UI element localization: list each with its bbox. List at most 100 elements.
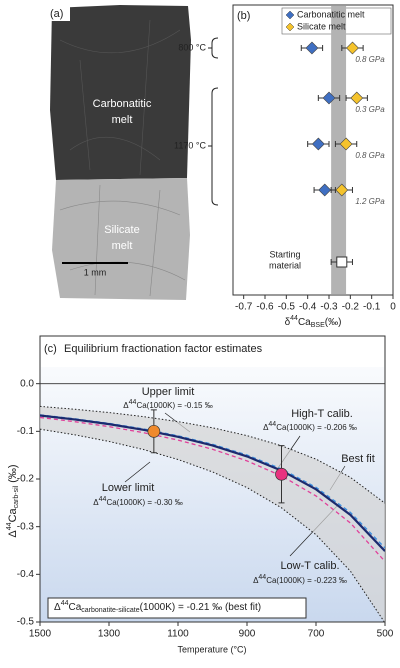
- x-axis-title: Temperature (°C): [177, 644, 246, 654]
- text-part: 44: [290, 315, 298, 322]
- text-part: (1000K) = -0.21 ‰ (best fit): [140, 602, 261, 613]
- data-point: [346, 41, 359, 55]
- y-tick-label: -0.5: [17, 617, 35, 628]
- data-point: [147, 424, 161, 438]
- text-part: Δ: [123, 401, 129, 410]
- data-point: [339, 137, 353, 151]
- pressure-label: 0.3 GPa: [355, 105, 385, 114]
- chart-title: Equilibrium fractionation factor estimat…: [64, 343, 263, 355]
- data-point: [275, 467, 288, 481]
- text-part: (‰): [7, 464, 19, 485]
- x-tick-label: 1500: [29, 629, 52, 640]
- legend-marker: [285, 10, 295, 20]
- panel-label: (c): [44, 343, 57, 355]
- group-label: 800 °C: [178, 42, 206, 52]
- curve: [40, 416, 385, 562]
- text-part: 44: [6, 522, 13, 530]
- series-label: Lower limit: [102, 482, 155, 494]
- text-part: carbonatite-silicate: [81, 607, 139, 614]
- text-part: Ca: [7, 507, 19, 522]
- text-part: δ: [285, 317, 291, 328]
- plot-area: [40, 405, 385, 622]
- series-note: Δ44Ca(1000K) = -0.30 ‰: [93, 496, 182, 507]
- text-part: (‰): [325, 317, 342, 328]
- melt-label: melt: [112, 240, 133, 252]
- legend-marker: [285, 22, 295, 32]
- scale-label: 1 mm: [84, 267, 107, 277]
- data-point: [305, 41, 319, 55]
- text-part: BSE: [311, 322, 325, 329]
- series-label: High-T calib.: [291, 408, 353, 420]
- panel-label: (a): [50, 8, 63, 20]
- x-tick-label: -0.6: [256, 302, 274, 313]
- series-label: Upper limit: [142, 386, 195, 398]
- x-axis-title: δ44CaBSE(‰): [285, 315, 342, 329]
- sample-image: [50, 5, 191, 300]
- data-point: [335, 183, 349, 197]
- curve: [40, 428, 385, 622]
- text-part: Δ: [54, 602, 61, 613]
- reference-label: Starting: [269, 249, 300, 259]
- text-part: 44: [61, 600, 69, 607]
- series-note: Δ44Ca(1000K) = -0.206 ‰: [263, 421, 357, 432]
- brace: [208, 37, 219, 59]
- x-tick-label: -0.1: [363, 302, 381, 313]
- y-tick-label: -0.3: [17, 521, 35, 532]
- series-label: Low-T calib.: [280, 560, 339, 572]
- data-point: [336, 256, 348, 268]
- panel-label: (b): [237, 10, 250, 22]
- y-tick-label: 0.0: [20, 378, 34, 389]
- x-tick-label: 900: [239, 629, 256, 640]
- text-part: 44: [268, 421, 276, 428]
- x-tick-label: -0.2: [342, 302, 360, 313]
- text-part: Ca: [68, 602, 81, 613]
- text-part: Δ: [263, 423, 269, 432]
- y-tick-label: -0.1: [17, 426, 35, 437]
- curve: [40, 405, 385, 504]
- series-note: Δ44Ca(1000K) = -0.223 ‰: [253, 574, 347, 585]
- y-tick-label: -0.4: [17, 569, 35, 580]
- label-bg: [48, 6, 70, 21]
- text-part: Ca(1000K) = -0.30 ‰: [106, 498, 182, 507]
- x-tick-label: 0: [390, 302, 396, 313]
- text-part: Δ: [7, 530, 19, 538]
- x-tick-label: 500: [377, 629, 394, 640]
- x-tick-label: -0.7: [235, 302, 253, 313]
- series-label: Best fit: [341, 453, 375, 465]
- x-tick-label: -0.5: [278, 302, 296, 313]
- x-tick-label: -0.3: [320, 302, 338, 313]
- y-axis-title: Δ44Cacarb-sil (‰): [6, 464, 20, 537]
- data-point: [318, 183, 332, 197]
- text-part: Ca(1000K) = -0.223 ‰: [266, 576, 347, 585]
- limit-band: [40, 406, 385, 622]
- y-tick-label: -0.2: [17, 474, 35, 485]
- x-tick-label: 1300: [98, 629, 121, 640]
- text-part: 44: [99, 496, 107, 503]
- text-part: Ca(1000K) = -0.15 ‰: [136, 401, 212, 410]
- x-tick-label: 1100: [167, 629, 189, 640]
- pressure-label: 0.8 GPa: [355, 151, 385, 160]
- brace: [208, 87, 219, 206]
- text-part: carb-sil: [13, 485, 20, 508]
- data-point: [350, 91, 364, 105]
- text-part: Δ: [93, 498, 99, 507]
- data-point: [322, 91, 336, 105]
- melt-label: melt: [112, 114, 133, 126]
- reference-label: material: [269, 260, 301, 270]
- x-tick-label: 700: [308, 629, 325, 640]
- text-part: Δ: [253, 576, 259, 585]
- curve: [40, 414, 385, 552]
- series-note: Δ44Ca(1000K) = -0.15 ‰: [123, 399, 212, 410]
- reference-band: [331, 6, 347, 294]
- result-text: Δ44Cacarbonatite-silicate(1000K) = -0.21…: [54, 600, 261, 614]
- text-part: Ca(1000K) = -0.206 ‰: [276, 423, 357, 432]
- title-area: [41, 337, 384, 367]
- data-point: [311, 137, 325, 151]
- pressure-label: 1.2 GPa: [355, 197, 385, 206]
- text-part: Ca: [298, 317, 311, 328]
- legend-label: Silicate melt: [297, 21, 346, 31]
- melt-label: Carbonatitic: [93, 98, 152, 110]
- text-part: 44: [129, 399, 137, 406]
- result-box: [47, 597, 307, 619]
